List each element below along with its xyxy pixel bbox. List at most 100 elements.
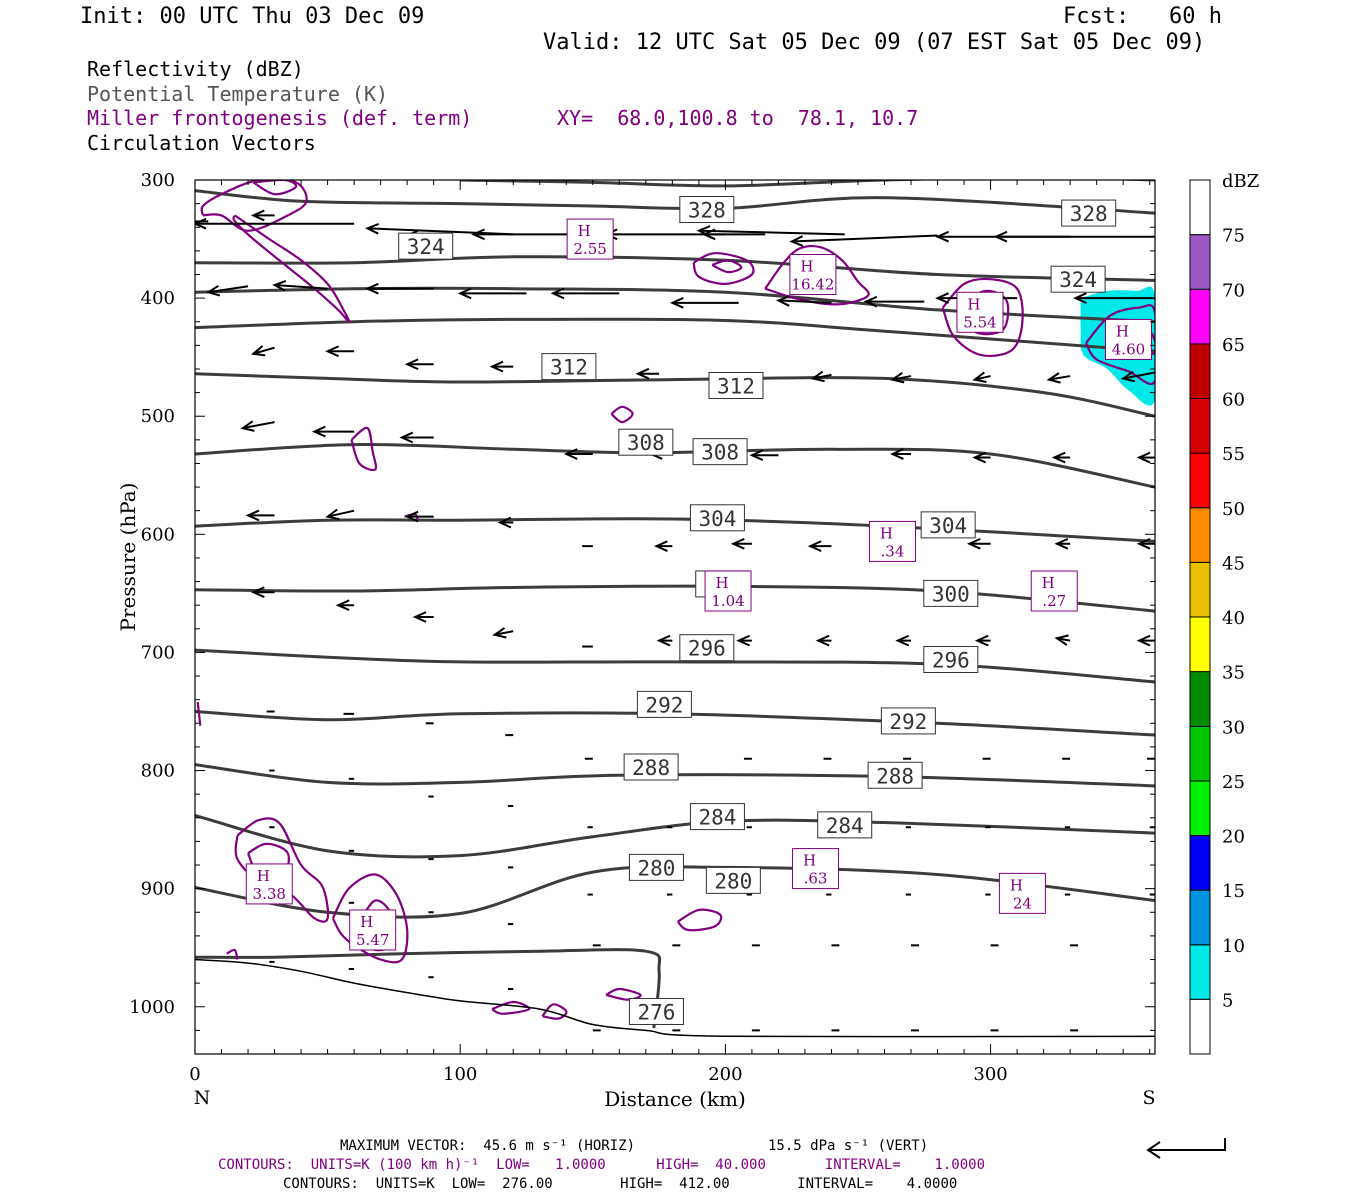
vector-head bbox=[365, 222, 380, 235]
theta-label-text: 328 bbox=[1070, 202, 1108, 226]
vector-head bbox=[489, 360, 504, 373]
miller-high-marker: H3.38 bbox=[245, 863, 293, 905]
vector-head bbox=[497, 516, 512, 529]
colorbar-bin bbox=[1189, 452, 1211, 509]
theta-label-box bbox=[708, 372, 764, 400]
vector-head bbox=[311, 425, 326, 438]
theta-label: 296 bbox=[923, 646, 979, 674]
vector-shaft bbox=[812, 373, 832, 380]
theta-contour-296 bbox=[195, 648, 1155, 684]
vector-shaft bbox=[253, 346, 275, 355]
vector-head bbox=[935, 230, 950, 243]
vector-head bbox=[730, 537, 745, 550]
colorbar-bin bbox=[1189, 343, 1211, 399]
colorbar-bin bbox=[1189, 671, 1211, 727]
miller-high-box bbox=[998, 872, 1046, 914]
terrain-line bbox=[194, 958, 1156, 1038]
theta-contour-308 bbox=[195, 442, 1155, 489]
contours-theta-info: CONTOURS: UNITS=K LOW= 276.00 HIGH= 412.… bbox=[283, 1176, 958, 1192]
vector-head bbox=[550, 287, 565, 300]
theta-label: 324 bbox=[398, 232, 454, 260]
theta-label-text: 276 bbox=[637, 1000, 675, 1024]
theta-label: 292 bbox=[636, 690, 692, 718]
theta-contour-284 bbox=[195, 813, 1155, 859]
vector-head bbox=[701, 228, 716, 241]
theta-label-box bbox=[923, 579, 979, 607]
vector-shaft bbox=[892, 375, 912, 381]
theta-label-box bbox=[689, 504, 745, 532]
colorbar-label: 20 bbox=[1222, 827, 1245, 848]
vector-head bbox=[1073, 292, 1087, 304]
circulation-vector bbox=[399, 431, 434, 444]
circulation-vector bbox=[550, 287, 620, 300]
circulation-vector bbox=[1136, 634, 1155, 647]
vector-head bbox=[1054, 537, 1069, 550]
theta-label-box bbox=[692, 438, 748, 466]
miller-contour bbox=[610, 405, 634, 424]
circulation-vector bbox=[412, 611, 434, 623]
theta-contour-312 bbox=[195, 372, 1155, 418]
theta-contour-292 bbox=[195, 710, 1155, 737]
theta-label: 284 bbox=[817, 811, 873, 839]
theta-contour-332 bbox=[460, 180, 1155, 188]
vector-shaft bbox=[494, 630, 514, 636]
theta-label-box bbox=[679, 634, 735, 662]
circulation-vector bbox=[972, 371, 991, 383]
colorbar-label: 30 bbox=[1222, 717, 1245, 738]
colorbar-bin bbox=[1189, 179, 1211, 236]
miller-contour bbox=[196, 701, 202, 726]
vector-head bbox=[807, 540, 822, 552]
colorbar-label: 15 bbox=[1222, 881, 1245, 902]
vector-head bbox=[935, 292, 949, 304]
vector-head bbox=[656, 634, 671, 647]
theta-label-box bbox=[623, 753, 679, 781]
colorbar-bin bbox=[1189, 234, 1211, 290]
circulation-vector bbox=[404, 358, 434, 371]
miller-high-letter: H bbox=[360, 913, 373, 931]
vector-shaft bbox=[1048, 375, 1071, 381]
theta-label-text: 328 bbox=[688, 199, 726, 223]
miller-high-letter: H bbox=[257, 867, 270, 885]
miller-high-value: 5.54 bbox=[963, 313, 996, 331]
y-axis-title: Pressure (hPa) bbox=[116, 483, 140, 632]
theta-label-box bbox=[689, 803, 745, 831]
vector-head bbox=[669, 297, 684, 309]
vector-head bbox=[250, 345, 266, 357]
miller-contour bbox=[676, 908, 723, 932]
miller-contour bbox=[1085, 304, 1155, 386]
theta-label-text: 312 bbox=[550, 356, 588, 380]
circulation-vector bbox=[730, 537, 752, 550]
circulation-vector bbox=[895, 634, 912, 647]
theta-label-text: 324 bbox=[1059, 268, 1097, 292]
miller-contour bbox=[541, 1003, 568, 1020]
miller-high-letter: H bbox=[1042, 574, 1055, 592]
miller-high-box bbox=[1030, 570, 1078, 612]
colorbar-label: 50 bbox=[1222, 499, 1245, 520]
theta-label-box bbox=[920, 511, 976, 539]
x-tick-label: 200 bbox=[708, 1064, 742, 1085]
circulation-vector bbox=[311, 425, 355, 438]
miller-high-marker: H4.60 bbox=[1104, 318, 1152, 360]
plot-frame-layer bbox=[194, 179, 1156, 1055]
circulation-vector bbox=[497, 516, 514, 529]
theta-label: 308 bbox=[618, 428, 674, 456]
vector-head bbox=[966, 537, 981, 550]
plot-frame bbox=[194, 179, 1156, 1055]
theta-label-box bbox=[1061, 199, 1117, 227]
miller-high-box bbox=[245, 863, 293, 905]
vector-head bbox=[250, 209, 265, 222]
circulation-vector bbox=[325, 508, 355, 521]
x-end-label-left: N bbox=[194, 1087, 211, 1109]
circulation-vector bbox=[404, 510, 434, 523]
colorbar-bin bbox=[1189, 889, 1211, 946]
colorbar-bin bbox=[1189, 398, 1211, 454]
vector-head bbox=[815, 634, 830, 647]
circulation-vector bbox=[325, 345, 355, 358]
miller-high-value: 4.60 bbox=[1112, 340, 1145, 358]
x-tick-label: 0 bbox=[189, 1064, 200, 1085]
vector-shaft bbox=[274, 284, 328, 290]
colorbar-bin bbox=[1189, 616, 1211, 673]
miller-high-box bbox=[956, 291, 1004, 333]
vector-shaft bbox=[242, 421, 275, 430]
